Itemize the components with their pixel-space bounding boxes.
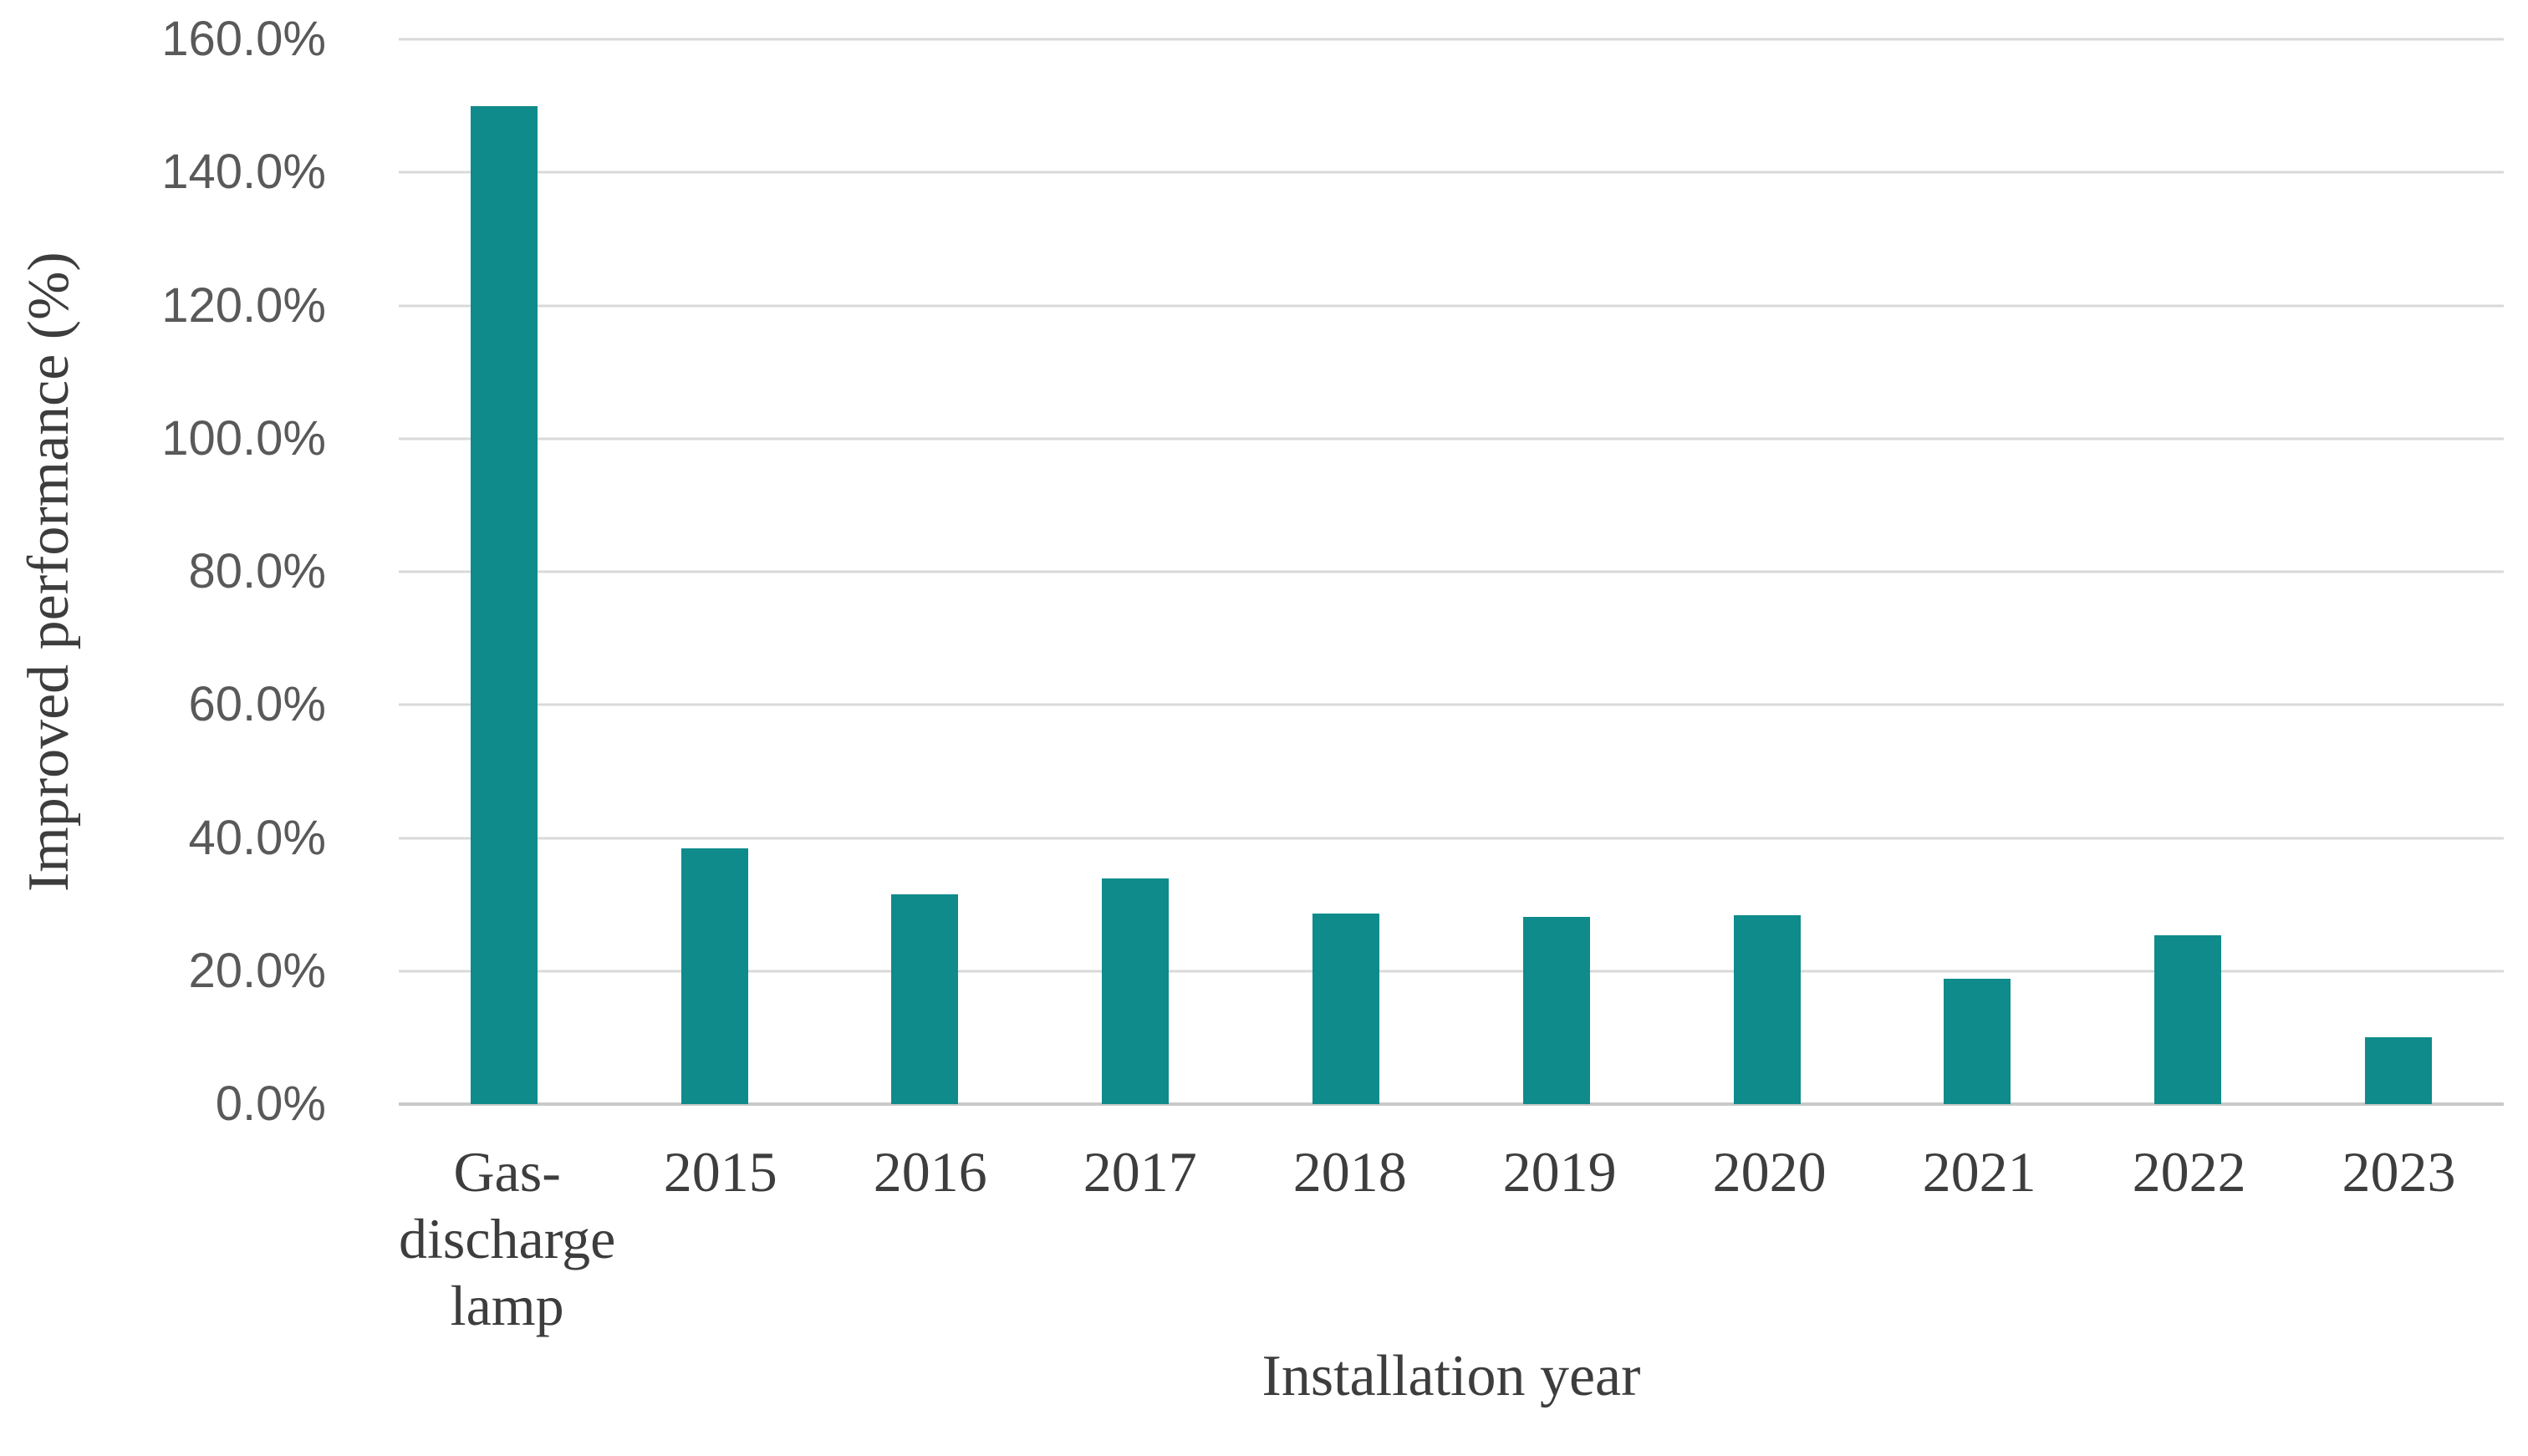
x-axis-label: 2021 (1922, 1140, 2036, 1204)
x-axis-label: 2018 (1292, 1140, 1407, 1204)
bar (1733, 914, 1801, 1104)
x-axis-label: 2023 (2342, 1140, 2456, 1204)
bar (1102, 878, 1170, 1104)
y-axis-tick-label: 160.0% (161, 12, 326, 66)
bar (1312, 914, 1380, 1104)
x-axis-label: 2022 (2132, 1140, 2246, 1204)
y-axis-tick-label: 140.0% (161, 145, 326, 200)
bars-container (399, 39, 2504, 1104)
x-axis-label: 2019 (1502, 1140, 1617, 1204)
bar-slot (2293, 39, 2504, 1104)
x-axis-title: Installation year (1261, 1344, 1641, 1408)
bar-slot (1030, 39, 1241, 1104)
bar (470, 105, 538, 1104)
bar (1522, 917, 1590, 1104)
bar-slot (1662, 39, 1873, 1104)
x-axis-label: 2020 (1712, 1140, 1827, 1204)
bar-slot (1873, 39, 2083, 1104)
bar (1944, 978, 2011, 1104)
gridline (399, 38, 2504, 41)
y-axis-title: Improved performance (%) (17, 252, 81, 892)
x-axis-label: 2017 (1083, 1140, 1197, 1204)
x-axis-label: 2015 (663, 1140, 777, 1204)
bar (2154, 934, 2222, 1104)
bar-slot (1451, 39, 1662, 1104)
bar-slot (1241, 39, 1451, 1104)
bar-slot (609, 39, 820, 1104)
bar-slot (399, 39, 609, 1104)
bar-slot (2082, 39, 2293, 1104)
bar (2365, 1036, 2433, 1104)
gridline (399, 970, 2504, 973)
gridline (399, 171, 2504, 174)
bar-slot (820, 39, 1031, 1104)
x-axis-baseline (399, 1102, 2504, 1106)
y-axis-tick-label: 0.0% (215, 1077, 326, 1131)
x-axis-labels: Gas-discharge lamp 2015 2016 2017 2018 2019 20… (399, 1138, 2504, 1340)
y-axis-tick-label: 120.0% (161, 277, 326, 333)
gridline (399, 703, 2504, 706)
y-axis-tick-label: 60.0% (188, 677, 326, 732)
y-axis-tick-label: 100.0% (161, 410, 326, 466)
x-axis-label: 2016 (873, 1140, 987, 1204)
gridline (399, 304, 2504, 307)
bar (891, 894, 959, 1104)
gridline (399, 437, 2504, 440)
gridline (399, 570, 2504, 573)
gridline (399, 837, 2504, 839)
y-axis-tick-label: 80.0% (188, 544, 326, 598)
plot-area: 0.0% 20.0% 40.0% 60.0% 80.0% 100.0% 120.0% 140.… (161, 15, 2504, 1128)
x-axis-label: Gas-discharge lamp (399, 1140, 616, 1338)
y-axis-tick-label: 40.0% (188, 810, 326, 865)
bar (680, 848, 748, 1104)
y-axis-tick-label: 20.0% (188, 943, 326, 998)
